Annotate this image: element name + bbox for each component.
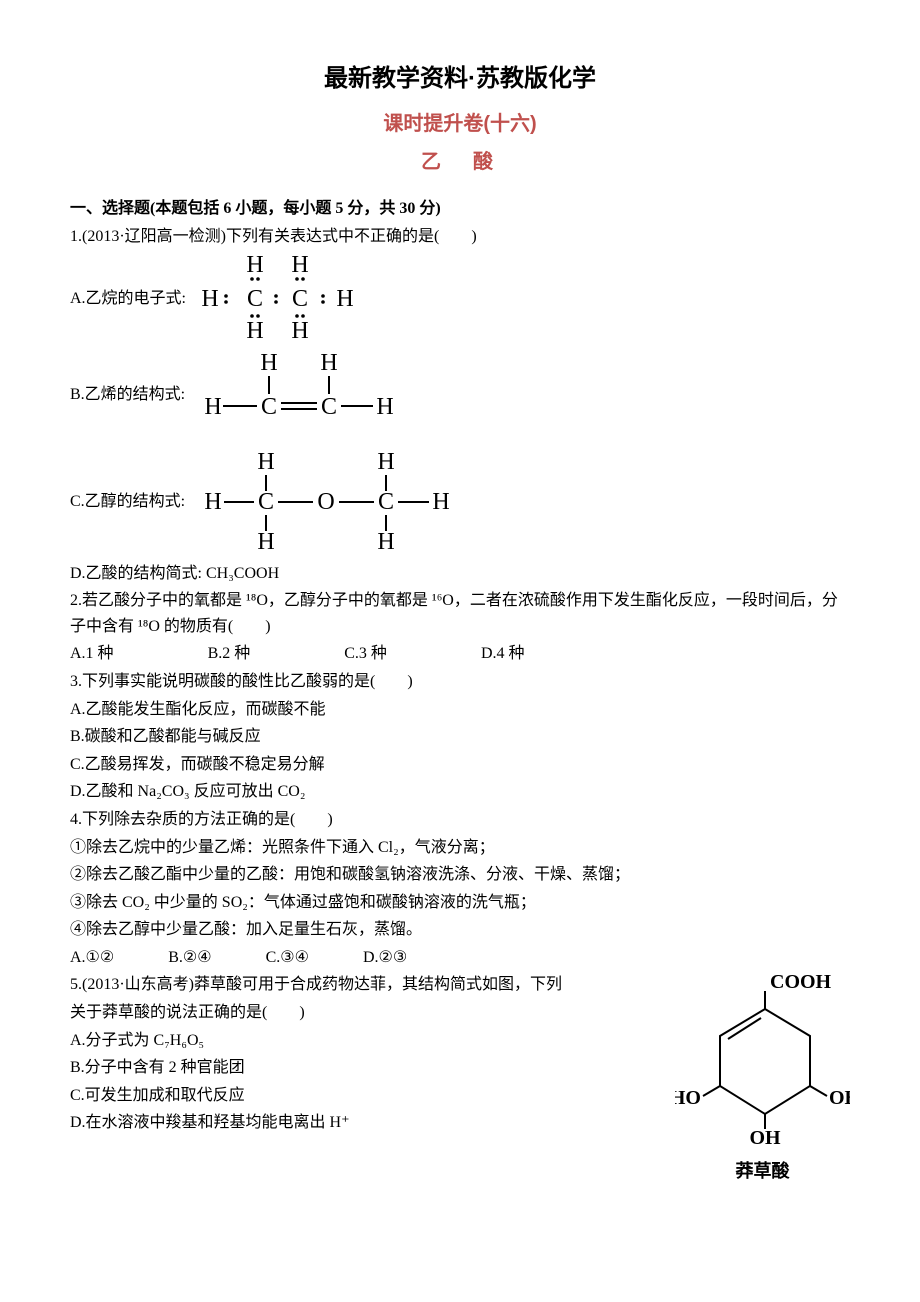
svg-text:H: H bbox=[246, 254, 263, 278]
svg-text:C: C bbox=[247, 286, 263, 312]
svg-text:H: H bbox=[204, 394, 221, 420]
q4-l1: ①除去乙烷中的少量乙烯：光照条件下通入 Cl₂，气液分离； bbox=[70, 835, 850, 861]
q3-d: D.乙酸和 Na₂CO₃ 反应可放出 CO₂ bbox=[70, 779, 850, 805]
q1-option-b: B.乙烯的结构式: H H H C C H bbox=[70, 348, 850, 443]
q2-d: D.4 种 bbox=[481, 645, 525, 662]
ethene-structure-icon: H H H C C H bbox=[191, 348, 411, 443]
svg-text:H: H bbox=[377, 529, 394, 555]
q4-c: C.③④ bbox=[266, 949, 309, 966]
q4-l4: ④除去乙醇中少量乙酸：加入足量生石灰，蒸馏。 bbox=[70, 917, 850, 943]
svg-text:H: H bbox=[291, 318, 308, 344]
q4-stem: 4.下列除去杂质的方法正确的是( ) bbox=[70, 807, 850, 833]
svg-text:H: H bbox=[291, 254, 308, 278]
svg-text:C: C bbox=[258, 489, 274, 515]
title-topic: 乙 酸 bbox=[70, 146, 850, 178]
q1-c-label: C.乙醇的结构式: bbox=[70, 489, 185, 515]
svg-text:H: H bbox=[320, 350, 337, 376]
q1-option-d: D.乙酸的结构简式: CH₃COOH bbox=[70, 561, 850, 587]
section-header: 一、选择题(本题包括 6 小题，每小题 5 分，共 30 分) bbox=[70, 196, 850, 222]
q3-a: A.乙酸能发生酯化反应，而碳酸不能 bbox=[70, 697, 850, 723]
svg-text:C: C bbox=[292, 286, 308, 312]
q2-b: B.2 种 bbox=[208, 645, 251, 662]
svg-text:H: H bbox=[201, 286, 218, 312]
svg-text:C: C bbox=[321, 394, 337, 420]
svg-text:H: H bbox=[260, 350, 277, 376]
q4-l3: ③除去 CO₂ 中少量的 SO₂：气体通过盛饱和碳酸钠溶液的洗气瓶； bbox=[70, 890, 850, 916]
title-sub: 课时提升卷(十六) bbox=[70, 108, 850, 140]
svg-text:H: H bbox=[257, 449, 274, 475]
q4-options: A.①② B.②④ C.③④ D.②③ bbox=[70, 945, 850, 971]
q2-c: C.3 种 bbox=[344, 645, 387, 662]
ether-structure-icon: H H H C O C H H H bbox=[191, 447, 471, 557]
svg-text:COOH: COOH bbox=[770, 974, 832, 993]
svg-text:H: H bbox=[377, 449, 394, 475]
svg-text:H: H bbox=[432, 489, 449, 515]
shikimic-acid-icon: COOH HO OH OH bbox=[675, 974, 850, 1144]
svg-text:C: C bbox=[378, 489, 394, 515]
svg-text:C: C bbox=[261, 394, 277, 420]
svg-text:H: H bbox=[204, 489, 221, 515]
svg-text:HO: HO bbox=[675, 1087, 701, 1109]
q5-block: COOH HO OH OH 莽草酸 5.(2013·山东高考)莽草酸可用于合成药… bbox=[70, 972, 850, 1185]
q2-stem: 2.若乙酸分子中的氧都是 ¹⁸O，乙醇分子中的氧都是 ¹⁶O，二者在浓硫酸作用下… bbox=[70, 588, 850, 639]
svg-text:OH: OH bbox=[829, 1087, 850, 1109]
q1-b-label: B.乙烯的结构式: bbox=[70, 382, 185, 408]
q4-b: B.②④ bbox=[168, 949, 211, 966]
q4-d: D.②③ bbox=[363, 949, 407, 966]
svg-text:H: H bbox=[376, 394, 393, 420]
svg-text:O: O bbox=[317, 489, 334, 515]
ethane-electron-dot-icon: H H H C C H H H bbox=[192, 254, 362, 344]
q1-a-label: A.乙烷的电子式: bbox=[70, 286, 186, 312]
q1-option-c: C.乙醇的结构式: H H H C O C H H H bbox=[70, 447, 850, 557]
q3-b: B.碳酸和乙酸都能与碱反应 bbox=[70, 724, 850, 750]
title-main: 最新教学资料·苏教版化学 bbox=[70, 60, 850, 98]
q4-a: A.①② bbox=[70, 949, 114, 966]
q3-stem: 3.下列事实能说明碳酸的酸性比乙酸弱的是( ) bbox=[70, 669, 850, 695]
shikimic-acid-figure: COOH HO OH OH 莽草酸 bbox=[675, 974, 850, 1185]
q2-options: A.1 种 B.2 种 C.3 种 D.4 种 bbox=[70, 641, 850, 667]
svg-text:H: H bbox=[336, 286, 353, 312]
shikimic-acid-caption: 莽草酸 bbox=[675, 1157, 850, 1186]
q3-c: C.乙酸易挥发，而碳酸不稳定易分解 bbox=[70, 752, 850, 778]
svg-text:OH: OH bbox=[749, 1127, 781, 1144]
q1-option-a: A.乙烷的电子式: H H H C C H H H bbox=[70, 254, 850, 344]
svg-text:H: H bbox=[257, 529, 274, 555]
q1-stem: 1.(2013·辽阳高一检测)下列有关表达式中不正确的是( ) bbox=[70, 224, 850, 250]
q4-l2: ②除去乙酸乙酯中少量的乙酸：用饱和碳酸氢钠溶液洗涤、分液、干燥、蒸馏； bbox=[70, 862, 850, 888]
svg-text:H: H bbox=[246, 318, 263, 344]
q2-a: A.1 种 bbox=[70, 645, 114, 662]
